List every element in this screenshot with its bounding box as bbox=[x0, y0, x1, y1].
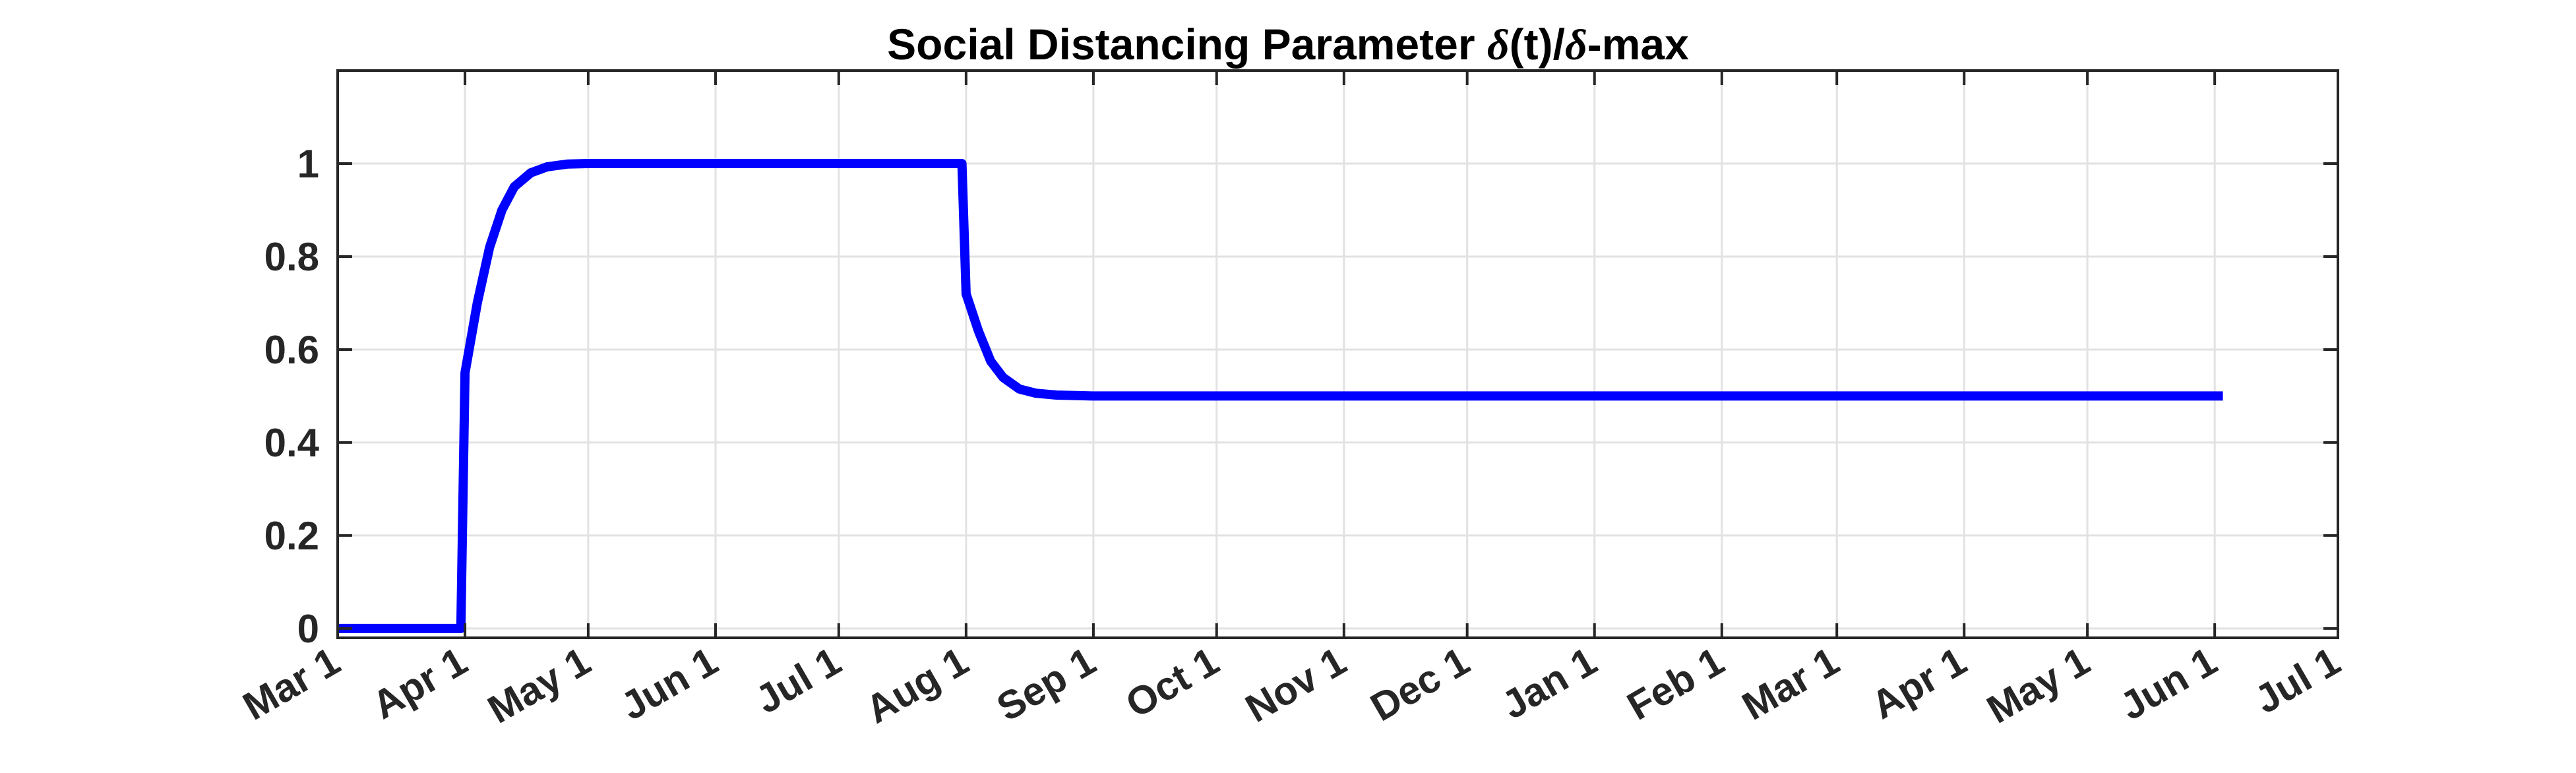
y-axis-tick-labels: 0 0.2 0.4 0.6 0.8 1 bbox=[264, 142, 320, 651]
x-tick-label: Jul 1 bbox=[748, 638, 848, 722]
x-tick-label: Jul 1 bbox=[2248, 638, 2348, 722]
y-tick-label: 0.2 bbox=[264, 514, 319, 558]
y-tick-label: 0.6 bbox=[264, 328, 319, 372]
x-tick-label: Sep 1 bbox=[989, 638, 1103, 729]
x-tick-label: Apr 1 bbox=[1864, 638, 1973, 727]
x-tick-label: Dec 1 bbox=[1363, 638, 1477, 729]
x-tick-label: May 1 bbox=[480, 638, 598, 731]
chart-title-part: δ bbox=[1487, 21, 1510, 69]
chart-title: Social Distancing Parameter δ(t)/δ-max bbox=[887, 20, 1689, 69]
y-tick-label: 1 bbox=[297, 142, 319, 186]
chart-title-part: δ bbox=[1565, 21, 1587, 69]
x-tick-label: Jun 1 bbox=[613, 638, 725, 728]
series-layer bbox=[338, 159, 2223, 633]
chart-title-part: (t)/ bbox=[1510, 20, 1565, 69]
chart-title-part: -max bbox=[1587, 20, 1689, 69]
plot-area-border bbox=[336, 69, 2339, 639]
x-tick-label: Oct 1 bbox=[1119, 638, 1226, 726]
x-tick-label: May 1 bbox=[1980, 638, 2097, 731]
y-tick-label: 0 bbox=[297, 607, 319, 651]
x-tick-label: Aug 1 bbox=[859, 638, 976, 731]
axis-ticks bbox=[336, 71, 2339, 638]
x-tick-label: Mar 1 bbox=[235, 638, 347, 728]
chart-title-part: Social Distancing Parameter bbox=[887, 20, 1487, 69]
x-tick-label: Nov 1 bbox=[1238, 638, 1353, 731]
x-tick-label: Jun 1 bbox=[2112, 638, 2224, 728]
x-tick-label: Mar 1 bbox=[1734, 638, 1846, 728]
grid-lines bbox=[336, 71, 2339, 638]
x-tick-label: Jan 1 bbox=[1494, 638, 1604, 727]
x-tick-label: Apr 1 bbox=[365, 638, 474, 727]
y-tick-label: 0.4 bbox=[264, 421, 320, 465]
series-line bbox=[338, 159, 2223, 633]
x-axis-tick-labels: Mar 1 Apr 1 May 1 Jun 1 Jul 1 Aug 1 Sep 1 Oct 1… bbox=[235, 638, 2347, 731]
y-tick-label: 0.8 bbox=[264, 235, 319, 279]
x-tick-label: Feb 1 bbox=[1620, 638, 1731, 728]
